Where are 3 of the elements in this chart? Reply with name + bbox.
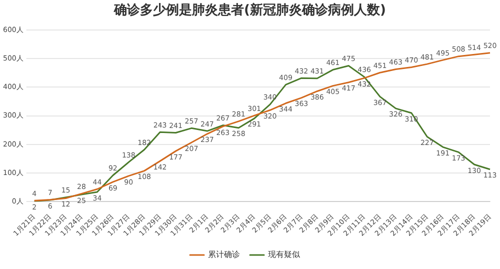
legend-label: 累计确诊 — [208, 250, 240, 260]
chart-title: 确诊多少例是肺炎患者(新冠肺炎确诊病例人数) — [112, 2, 387, 20]
legend-label: 现有疑似 — [268, 250, 301, 260]
